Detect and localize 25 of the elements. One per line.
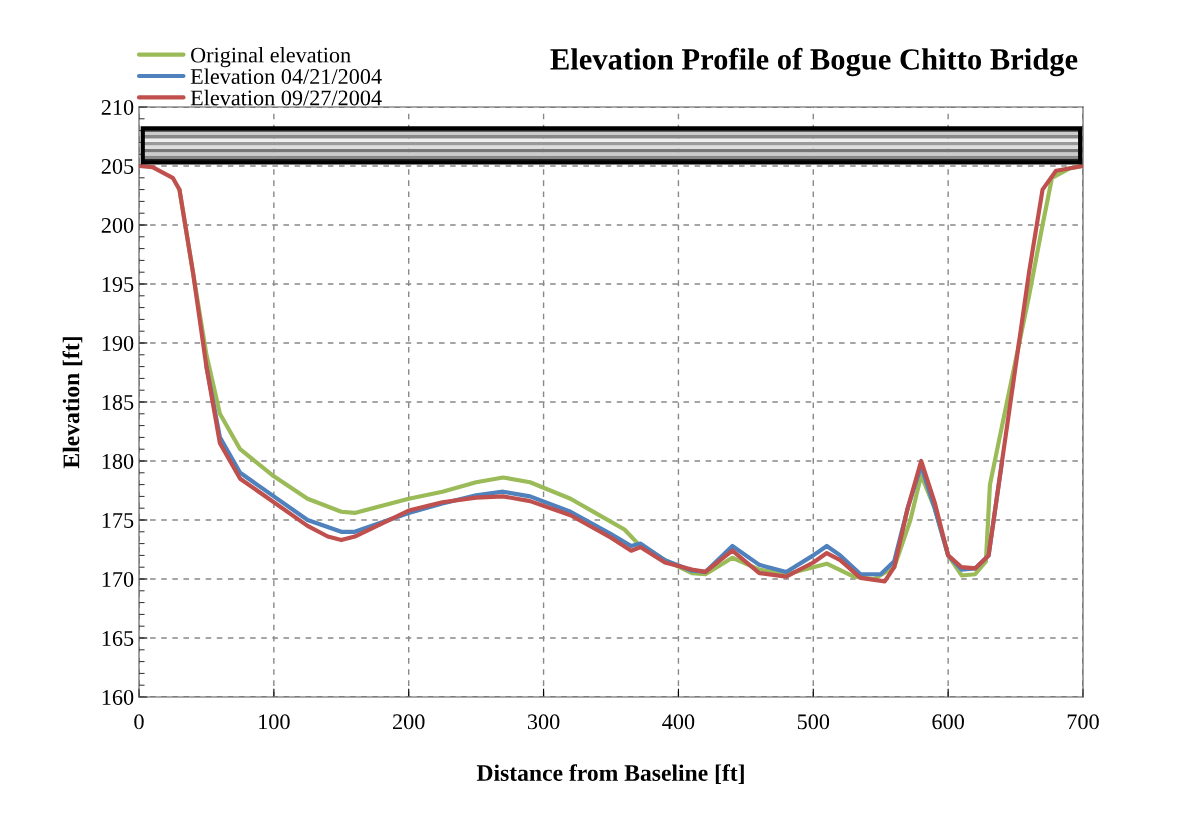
y-tick-label: 210 [101, 99, 134, 115]
y-axis-title: Elevation [ft] [62, 337, 83, 469]
y-tick-label: 170 [102, 571, 134, 587]
y-tick-label: 175 [102, 513, 134, 528]
y-tick-label: 160 [102, 689, 134, 705]
x-tick-label: 500 [797, 714, 830, 730]
y-tick-label: 200 [101, 217, 134, 233]
x-tick-label: 100 [259, 714, 290, 730]
y-tick-label: 165 [102, 630, 134, 646]
x-tick-label: 200 [393, 714, 425, 730]
y-tick-label: 185 [102, 394, 134, 410]
y-tick-label: 180 [102, 453, 134, 469]
x-tick-label: 400 [662, 714, 695, 730]
legend-label: Elevation 04/21/2004 [190, 68, 382, 85]
legend-label: Original elevation [191, 46, 351, 68]
legend-label: Elevation 09/27/2004 [190, 89, 382, 106]
chart-title: Elevation Profile of Bogue Chitto Bridge [550, 47, 1078, 77]
x-tick-label: 600 [932, 714, 964, 730]
x-tick-label: 0 [134, 714, 144, 730]
x-tick-label: 700 [1067, 714, 1099, 730]
x-axis-title: Distance from Baseline [ft] [476, 764, 744, 784]
y-tick-label: 190 [102, 335, 134, 351]
x-tick-label: 300 [527, 714, 560, 730]
y-tick-label: 205 [101, 158, 134, 174]
y-tick-label: 195 [102, 276, 134, 292]
